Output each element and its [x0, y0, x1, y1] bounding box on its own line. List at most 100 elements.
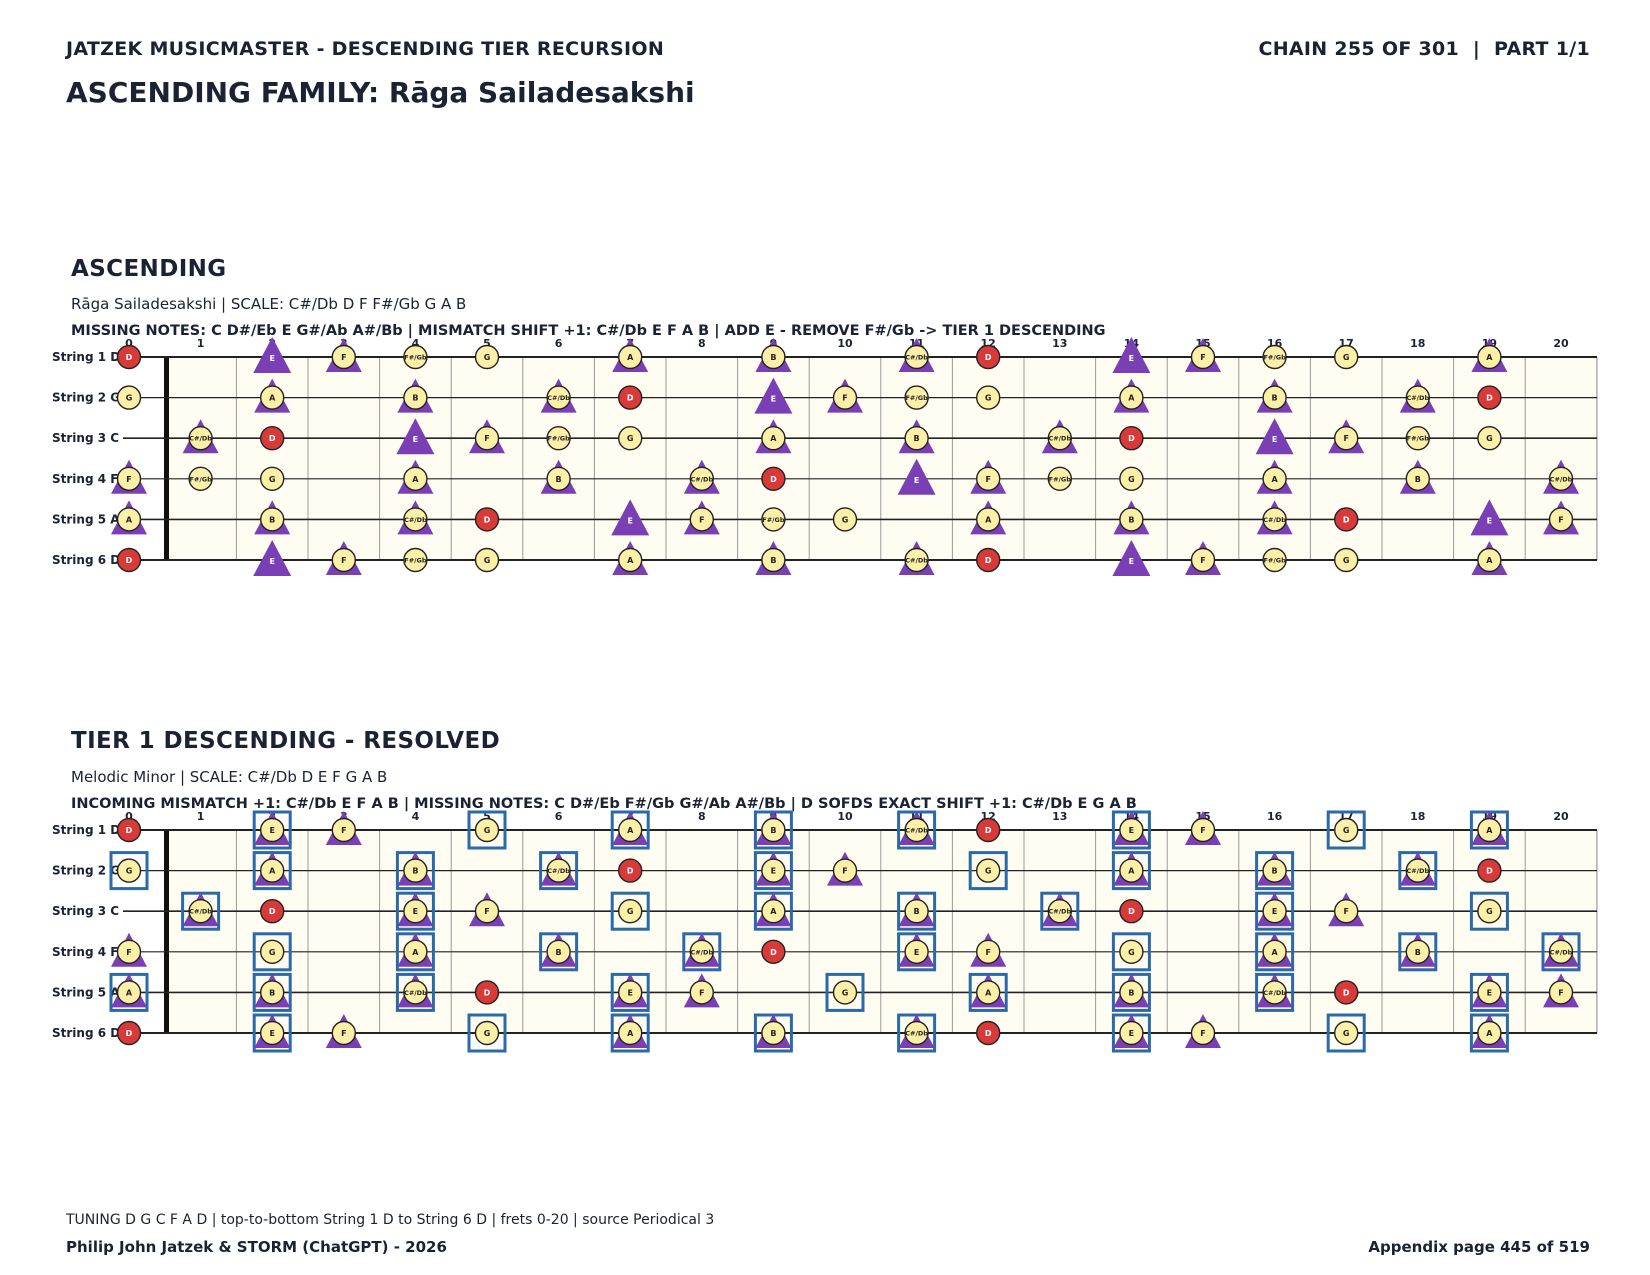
note-label: G — [1343, 556, 1350, 565]
root-note-marker — [618, 858, 643, 883]
note-label: B — [1128, 515, 1134, 524]
note-label: D — [627, 394, 634, 403]
note-marker — [761, 547, 786, 573]
note-label: F — [484, 907, 489, 916]
note-marker — [761, 858, 786, 883]
note-marker — [260, 817, 285, 843]
note-marker — [1262, 898, 1287, 924]
fret-number: 5 — [483, 337, 491, 350]
note-label: C#/Db — [905, 827, 928, 835]
fret-number: 0 — [125, 337, 133, 350]
root-note-marker — [1477, 858, 1502, 883]
note-marker — [474, 817, 500, 843]
note-label: D — [484, 515, 491, 524]
note-label: F — [1558, 515, 1563, 524]
root-note-marker — [474, 507, 500, 532]
note-label: A — [269, 867, 276, 876]
note-label: E — [269, 354, 274, 363]
note-label: D — [1128, 434, 1135, 443]
note-label: F — [699, 515, 704, 524]
note-label: D — [269, 907, 276, 916]
root-note-marker — [474, 980, 500, 1005]
match-box — [1111, 932, 1151, 972]
add-note-triangle — [253, 540, 292, 576]
note-marker — [403, 547, 428, 573]
note-marker — [1262, 507, 1287, 532]
note-marker — [761, 344, 786, 370]
add-note-triangle — [1255, 418, 1294, 455]
note-marker — [832, 385, 858, 410]
note-marker — [546, 425, 571, 451]
fret-number: 1 — [197, 337, 205, 350]
note-marker — [474, 344, 500, 370]
note-marker — [976, 466, 1001, 492]
note-marker — [1262, 466, 1287, 492]
note-marker — [1477, 547, 1502, 573]
note-marker — [618, 817, 643, 843]
fret-number: 20 — [1553, 810, 1569, 823]
note-label: C#/Db — [189, 435, 212, 443]
note-marker — [116, 466, 142, 492]
note-marker — [1548, 939, 1574, 965]
match-box — [825, 972, 865, 1012]
root-note-marker — [116, 1020, 142, 1046]
root-note-marker — [618, 385, 643, 410]
note-label: C#/Db — [1406, 867, 1429, 875]
note-label: C#/Db — [404, 516, 427, 524]
note-marker — [546, 939, 571, 965]
note-label: F — [341, 1029, 346, 1038]
note-label: G — [985, 867, 992, 876]
note-label: B — [1272, 394, 1278, 403]
section-title-ascending: ASCENDING — [71, 256, 227, 282]
note-label: A — [269, 394, 276, 403]
note-label: A — [627, 353, 634, 362]
note-label: D — [1343, 988, 1350, 997]
note-label: E — [413, 435, 418, 444]
note-marker — [618, 1020, 643, 1046]
note-label: B — [1272, 867, 1278, 876]
note-marker — [904, 425, 929, 451]
note-label: F — [985, 475, 990, 484]
note-marker — [832, 507, 858, 532]
string-label: String 4 F — [52, 472, 118, 486]
note-marker — [1190, 817, 1216, 843]
note-marker — [1119, 817, 1144, 843]
note-label: C#/Db — [1048, 435, 1071, 443]
note-label: A — [1271, 475, 1278, 484]
note-label: A — [1128, 394, 1135, 403]
note-label: D — [770, 475, 777, 484]
note-marker — [260, 858, 285, 883]
note-label: D — [126, 826, 133, 835]
note-label: A — [627, 556, 634, 565]
note-marker — [976, 939, 1001, 965]
note-label: A — [770, 907, 777, 916]
note-marker — [331, 344, 356, 370]
note-label: E — [771, 867, 776, 876]
note-marker — [474, 1020, 500, 1046]
note-marker — [1477, 980, 1502, 1005]
note-marker — [689, 939, 714, 965]
note-marker — [331, 817, 356, 843]
note-marker — [761, 817, 786, 843]
note-label: F#/Gb — [1263, 354, 1286, 362]
match-box — [109, 851, 149, 891]
note-label: B — [556, 948, 562, 957]
note-label: E — [914, 476, 919, 485]
note-label: F — [1200, 556, 1205, 565]
note-label: B — [770, 826, 776, 835]
string-label: String 5 A — [52, 512, 120, 526]
root-note-marker — [976, 344, 1001, 370]
header-right: CHAIN 255 OF 301 | PART 1/1 — [1258, 38, 1590, 60]
note-label: D — [985, 1029, 992, 1038]
note-marker — [618, 898, 643, 924]
note-label: C#/Db — [1550, 948, 1573, 956]
note-label: F — [1343, 907, 1348, 916]
fret-number: 4 — [412, 810, 420, 823]
note-label: A — [126, 988, 133, 997]
note-marker — [546, 385, 571, 410]
note-label: B — [770, 353, 776, 362]
note-marker — [403, 898, 428, 924]
nut — [164, 357, 169, 560]
note-marker — [1119, 466, 1144, 492]
match-box — [467, 810, 507, 850]
